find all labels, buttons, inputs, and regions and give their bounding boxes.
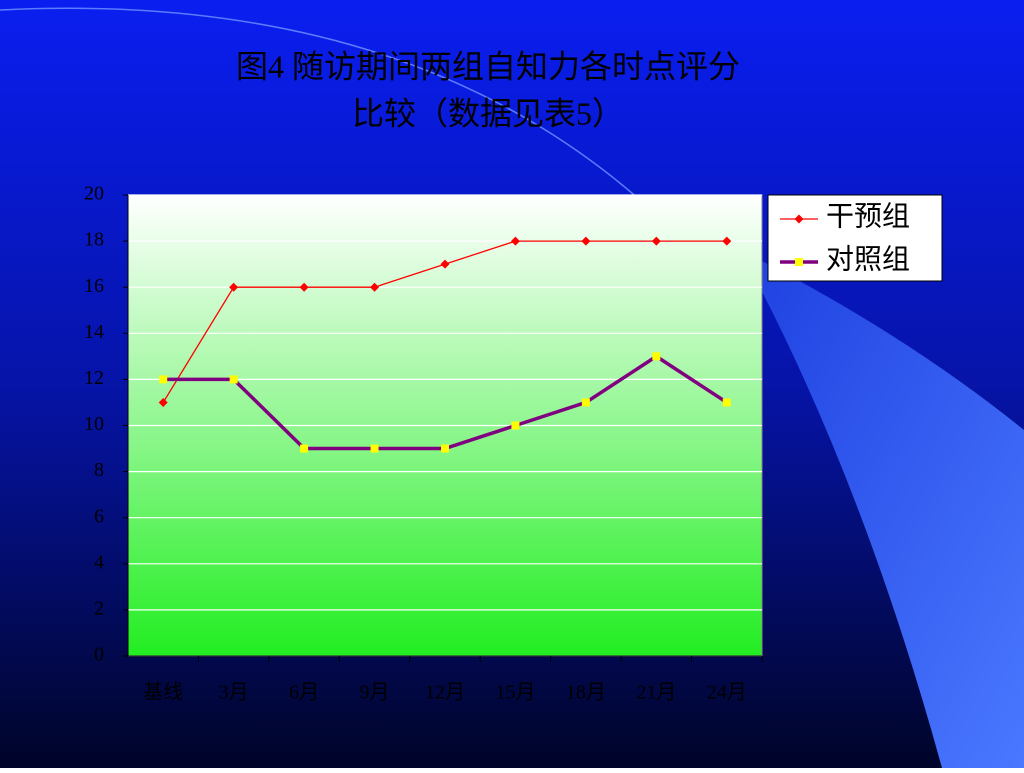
x-tick-label: 基线 <box>143 681 183 704</box>
x-tick-label: 21月 <box>636 682 676 704</box>
marker <box>652 352 661 361</box>
marker <box>722 398 731 407</box>
x-tick-label: 15月 <box>495 682 535 704</box>
legend-label: 干预组 <box>826 200 910 232</box>
x-tick-label: 12月 <box>425 682 465 704</box>
y-tick-label: 8 <box>94 459 104 481</box>
marker <box>440 259 450 269</box>
marker <box>581 398 590 407</box>
x-tick-label: 24月 <box>707 682 747 704</box>
y-tick-label: 20 <box>84 183 104 205</box>
y-tick-label: 18 <box>84 229 104 251</box>
legend <box>767 194 943 282</box>
marker <box>722 236 732 246</box>
marker <box>511 421 520 430</box>
marker <box>794 214 804 224</box>
decoration <box>740 250 1024 768</box>
x-tick-label: 18月 <box>566 682 606 704</box>
marker <box>299 282 309 292</box>
marker <box>159 375 168 384</box>
y-tick-label: 0 <box>94 644 104 666</box>
decoration-curve <box>0 7 641 201</box>
y-tick-label: 4 <box>94 551 104 573</box>
y-tick-label: 6 <box>94 505 104 527</box>
x-tick-label: 9月 <box>360 682 390 704</box>
marker <box>581 236 591 246</box>
marker <box>651 236 661 246</box>
marker <box>370 444 379 453</box>
y-tick-label: 12 <box>84 367 104 389</box>
title-line: 比较（数据见表5） <box>352 95 624 131</box>
marker <box>158 397 168 407</box>
marker <box>510 236 520 246</box>
legend-label: 对照组 <box>826 243 910 275</box>
marker <box>229 282 239 292</box>
marker <box>300 444 309 453</box>
y-tick-label: 16 <box>84 275 104 297</box>
y-tick-label: 2 <box>94 597 104 619</box>
y-tick-label: 14 <box>84 321 104 343</box>
y-tick-label: 10 <box>84 413 104 435</box>
marker <box>441 444 449 453</box>
marker <box>370 282 380 292</box>
marker <box>229 375 238 384</box>
title-line: 图4 随访期间两组自知力各时点评分 <box>236 48 740 84</box>
x-tick-label: 6月 <box>289 682 319 704</box>
x-tick-label: 3月 <box>219 682 249 704</box>
marker <box>795 258 803 266</box>
